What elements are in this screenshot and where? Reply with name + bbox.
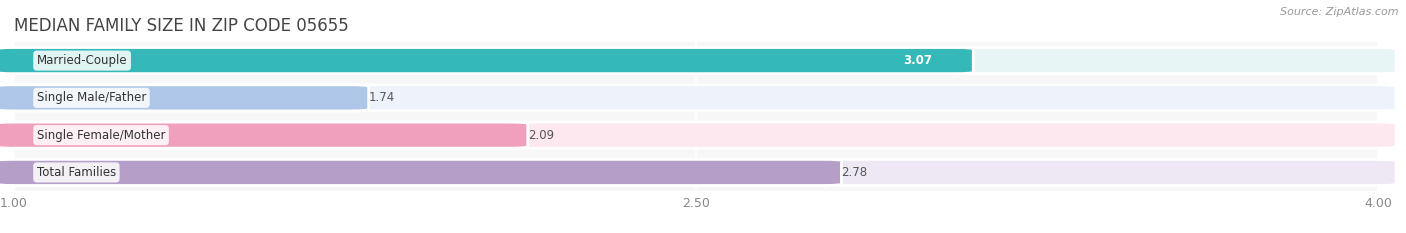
Text: Single Female/Mother: Single Female/Mother <box>37 129 166 142</box>
Text: Single Male/Father: Single Male/Father <box>37 91 146 104</box>
Text: 3.07: 3.07 <box>904 54 932 67</box>
FancyBboxPatch shape <box>0 159 841 185</box>
Text: Source: ZipAtlas.com: Source: ZipAtlas.com <box>1281 7 1399 17</box>
FancyBboxPatch shape <box>0 48 973 74</box>
FancyBboxPatch shape <box>0 85 1396 111</box>
FancyBboxPatch shape <box>0 122 527 148</box>
Text: MEDIAN FAMILY SIZE IN ZIP CODE 05655: MEDIAN FAMILY SIZE IN ZIP CODE 05655 <box>14 17 349 35</box>
Text: 1.74: 1.74 <box>368 91 395 104</box>
FancyBboxPatch shape <box>0 48 1396 74</box>
FancyBboxPatch shape <box>0 159 1396 185</box>
Text: 2.09: 2.09 <box>527 129 554 142</box>
Text: Total Families: Total Families <box>37 166 117 179</box>
Text: Married-Couple: Married-Couple <box>37 54 128 67</box>
Text: 2.78: 2.78 <box>841 166 868 179</box>
FancyBboxPatch shape <box>0 122 1396 148</box>
FancyBboxPatch shape <box>0 85 368 111</box>
